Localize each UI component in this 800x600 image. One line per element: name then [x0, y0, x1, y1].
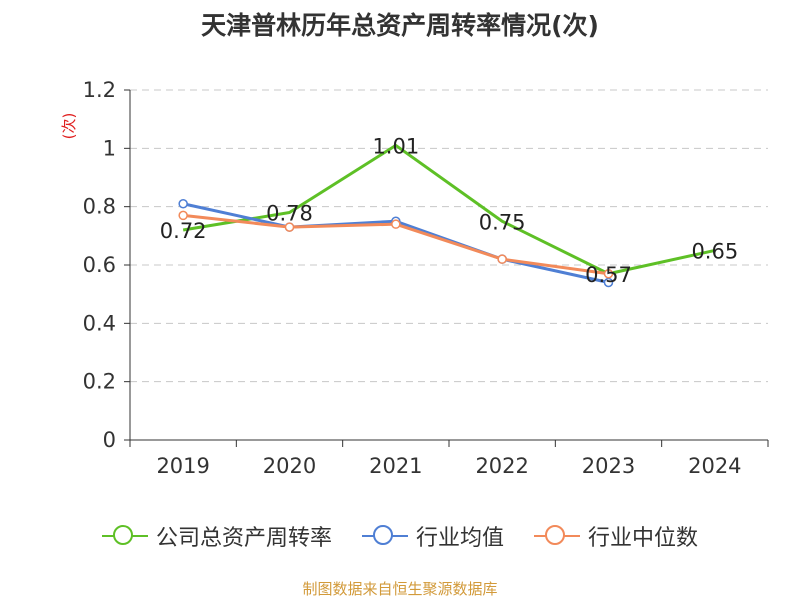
series-point — [497, 254, 507, 264]
series-point — [603, 269, 614, 279]
legend-symbol — [361, 524, 408, 548]
legend-item[interactable]: 公司总资产周转率 — [101, 520, 332, 552]
series-point — [391, 219, 401, 229]
source-note: 制图数据来自恒生聚源数据库 — [302, 580, 498, 598]
chart-title: 天津普林历年总资产周转率情况(次) — [201, 11, 599, 40]
data-label: 0.72 — [160, 219, 207, 243]
grid-lines — [130, 89, 768, 383]
x-tick-label: 2023 — [582, 454, 635, 478]
data-label: 0.57 — [585, 263, 632, 287]
series-line — [182, 143, 716, 276]
y-tick-label: 1 — [103, 136, 116, 160]
y-axis-label: (次) — [60, 113, 78, 140]
legend-symbol — [534, 524, 580, 548]
axes: 0 0.2 0.4 0.6 0.8 1 1.2 2019 2020 2021 2022 2023 202… — [83, 78, 769, 478]
series-lines — [178, 143, 716, 288]
legend-item[interactable]: 行业均值 — [361, 520, 504, 552]
data-label: 0.78 — [266, 202, 313, 226]
y-tick-label: 0.2 — [83, 370, 116, 394]
y-tick-label: 1.2 — [83, 78, 116, 102]
legend-label: 行业均值 — [415, 526, 504, 551]
data-labels: 0.72 0.78 1.01 0.75 0.57 0.65 — [160, 134, 738, 286]
data-label: 1.01 — [372, 134, 419, 158]
legend: 公司总资产周转率 行业均值 行业中位数 — [0, 520, 800, 552]
x-tick-label: 2021 — [369, 454, 422, 478]
y-tick-label: 0.6 — [83, 253, 116, 277]
y-tick-label: 0.8 — [83, 195, 116, 219]
x-tick-label: 2022 — [475, 454, 528, 478]
x-tick-label: 2024 — [688, 454, 741, 478]
data-label: 0.65 — [691, 239, 738, 263]
legend-label: 行业中位数 — [588, 526, 699, 551]
y-tick-label: 0.4 — [83, 311, 116, 335]
legend-symbol — [101, 524, 148, 548]
series-point — [178, 210, 188, 221]
legend-item[interactable]: 行业中位数 — [534, 520, 698, 552]
y-tick-label: 0 — [103, 428, 116, 452]
x-tick-label: 2020 — [263, 454, 316, 478]
x-tick-label: 2019 — [156, 454, 209, 478]
series-point — [284, 222, 295, 232]
series-point — [178, 199, 188, 209]
legend-label: 公司总资产周转率 — [155, 526, 332, 551]
data-label: 0.75 — [479, 210, 526, 234]
